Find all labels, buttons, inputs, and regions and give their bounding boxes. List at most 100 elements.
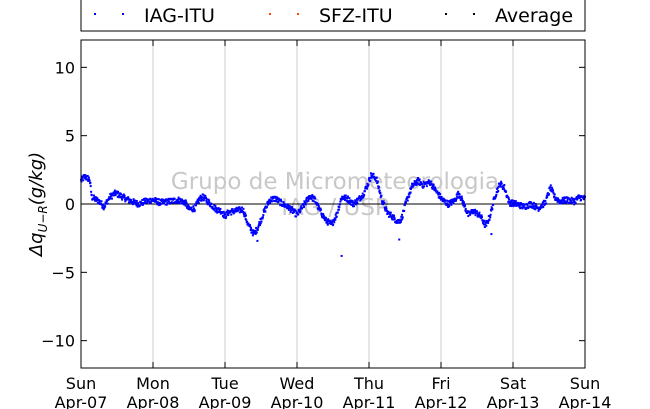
point-0-1363 — [571, 201, 574, 204]
point-0-794 — [366, 187, 369, 190]
point-0-904 — [405, 198, 408, 201]
point-0-1115 — [481, 219, 484, 222]
point-0-994 — [438, 191, 441, 194]
point-0-446 — [240, 210, 243, 213]
point-0-749 — [349, 203, 352, 206]
x-tick-date-1: Apr-08 — [127, 393, 180, 409]
point-0-1187 — [507, 196, 510, 199]
point-0-8 — [82, 175, 85, 178]
point-0-369 — [212, 207, 215, 210]
point-0-207 — [154, 197, 157, 200]
point-0-972 — [430, 180, 433, 183]
point-0-1033 — [452, 201, 455, 204]
point-0-244 — [167, 200, 170, 203]
y-tick-label-4: 10 — [55, 58, 75, 77]
point-0-482 — [253, 232, 256, 235]
point-0-800 — [368, 176, 371, 179]
point-0-1022 — [448, 205, 451, 208]
point-0-1135 — [488, 215, 491, 218]
point-0-944 — [420, 181, 423, 184]
point-0-136 — [128, 198, 131, 201]
point-0-1142 — [491, 208, 494, 211]
point-0-352 — [206, 203, 209, 206]
point-0-1369 — [573, 203, 576, 206]
point-0-1175 — [503, 183, 506, 186]
point-0-1036 — [453, 200, 456, 203]
point-0-1018 — [446, 204, 449, 207]
point-0-239 — [166, 199, 169, 202]
point-0-1318 — [554, 199, 557, 202]
point-0-1351 — [566, 196, 569, 199]
point-0-1207 — [514, 200, 517, 203]
point-0-1173 — [502, 185, 505, 188]
point-0-947 — [421, 183, 424, 186]
point-0-748 — [349, 199, 352, 202]
point-0-307 — [190, 206, 193, 209]
point-0-210 — [155, 197, 158, 200]
point-0-844 — [384, 208, 387, 211]
point-0-762 — [354, 199, 357, 202]
point-0-79 — [108, 198, 111, 201]
point-0-1254 — [531, 203, 534, 206]
point-0-80 — [108, 196, 111, 199]
point-0-94 — [113, 189, 116, 192]
point-0-1237 — [525, 202, 528, 205]
point-0-1284 — [542, 200, 545, 203]
point-0-915 — [409, 191, 412, 194]
x-tick-date-0: Apr-07 — [55, 393, 108, 409]
point-0-840 — [382, 200, 385, 203]
y-label-unit: (g/kg) — [26, 152, 47, 205]
point-0-660 — [317, 205, 320, 208]
point-0-393 — [221, 212, 224, 215]
point-0-120 — [123, 196, 126, 199]
point-0-1249 — [529, 201, 532, 204]
point-0-902 — [404, 201, 407, 204]
point-0-466 — [247, 223, 250, 226]
point-0-863 — [390, 217, 393, 220]
point-0-826 — [377, 187, 380, 190]
point-0-485 — [254, 232, 257, 235]
point-0-1145 — [492, 198, 495, 201]
point-0-383 — [217, 208, 220, 211]
point-0-168 — [140, 203, 143, 206]
point-0-1178 — [504, 189, 507, 192]
point-0-916 — [409, 187, 412, 190]
point-0-407 — [226, 209, 229, 212]
point-0-1264 — [535, 204, 538, 207]
point-0-1250 — [530, 205, 533, 208]
y-label-main: Δq — [26, 232, 47, 258]
point-0-1263 — [535, 203, 538, 206]
legend-marker-1a — [94, 13, 96, 15]
point-0-288 — [183, 199, 186, 202]
point-0-1212 — [516, 204, 519, 207]
point-0-222 — [159, 202, 162, 205]
point-0-910 — [407, 193, 410, 196]
point-0-405 — [225, 211, 228, 214]
point-0-630 — [306, 196, 309, 199]
point-0-541 — [274, 200, 277, 203]
point-0-938 — [417, 183, 420, 186]
point-0-24 — [88, 179, 91, 182]
point-0-1354 — [567, 197, 570, 200]
point-0-859 — [389, 214, 392, 217]
point-0-205 — [153, 200, 156, 203]
point-0-194 — [149, 201, 152, 204]
point-0-1385 — [578, 196, 581, 199]
point-0-274 — [178, 200, 181, 203]
point-0-1215 — [517, 202, 520, 205]
point-0-587 — [291, 207, 294, 210]
point-0-197 — [150, 199, 153, 202]
point-0-1157 — [496, 186, 499, 189]
point-0-1168 — [500, 182, 503, 185]
point-0-263 — [174, 201, 177, 204]
point-0-976 — [431, 187, 434, 190]
point-0-716 — [337, 208, 340, 211]
point-0-847 — [385, 206, 388, 209]
point-0-479 — [252, 232, 255, 235]
point-0-1117 — [482, 220, 485, 223]
point-0-139 — [130, 198, 133, 201]
point-0-563 — [282, 204, 285, 207]
point-0-758 — [353, 205, 356, 208]
point-0-228 — [162, 200, 165, 203]
point-0-1373 — [574, 201, 577, 204]
